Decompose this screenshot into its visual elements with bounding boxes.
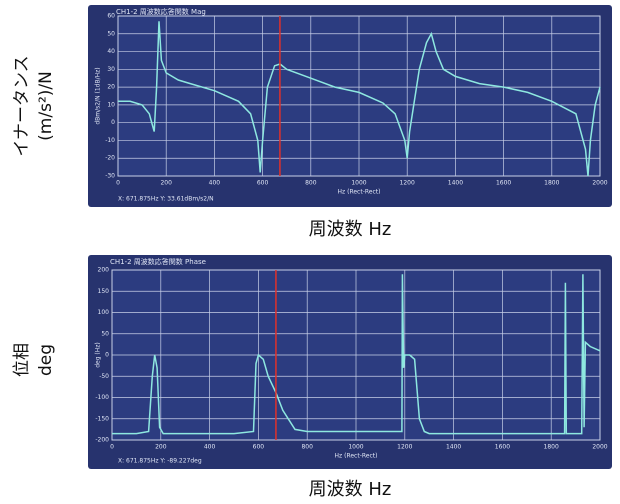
cursor-readout: X: 671.875Hz Y: -89.227deg: [118, 458, 202, 465]
y-tick-label: 20: [107, 84, 115, 91]
x-tick-label: 1800: [544, 180, 559, 187]
x-tick-label: 1200: [397, 444, 412, 451]
x-tick-label: 2000: [592, 180, 607, 187]
axis-label: Hz (Rect-Rect): [338, 189, 381, 196]
x-tick-label: 1200: [400, 180, 415, 187]
y-tick-label: -30: [105, 173, 115, 180]
axis-label: Hz (Rect-Rect): [335, 453, 378, 460]
y-tick-label: -200: [95, 437, 109, 444]
x-tick-label: 800: [305, 180, 317, 187]
chart-title: CH1-2 周波数応答関数 Mag: [116, 7, 206, 16]
x-tick-label: 1400: [446, 444, 461, 451]
x-tick-label: 400: [209, 180, 221, 187]
y-tick-label: 200: [98, 267, 110, 274]
x-tick-label: 0: [116, 180, 120, 187]
x-tick-label: 800: [301, 444, 313, 451]
y-tick-label: 10: [107, 101, 115, 108]
cursor-readout: X: 671.875Hz Y: 33.61dBm/s2/N: [118, 196, 214, 203]
y-tick-label: 150: [98, 288, 110, 295]
y-tick-label: 40: [107, 48, 115, 55]
axis-label: deg (Hz): [95, 342, 102, 368]
x-tick-label: 2000: [592, 444, 607, 451]
x-tick-label: 200: [160, 180, 172, 187]
x-tick-label: 0: [110, 444, 114, 451]
chart-title: CH1-2 周波数応答関数 Phase: [110, 257, 206, 266]
page: 0200400600800100012001400160018002000-30…: [0, 0, 620, 504]
axis-label: dBm/s2/N (1dB/Hz): [95, 67, 102, 124]
y-tick-label: -150: [95, 415, 109, 422]
y-tick-label: 0: [105, 352, 109, 359]
y-tick-label: 0: [111, 119, 115, 126]
x-tick-label: 1000: [351, 180, 366, 187]
y-tick-label: -10: [105, 137, 115, 144]
y-tick-label: 50: [101, 330, 109, 337]
outer-x-label: 周波数 Hz: [309, 219, 392, 240]
x-tick-label: 400: [204, 444, 216, 451]
y-tick-label: 100: [98, 309, 110, 316]
outer-y-label: イナータンス: [12, 55, 32, 156]
y-tick-label: -100: [95, 394, 109, 401]
x-tick-label: 1400: [448, 180, 463, 187]
x-tick-label: 600: [257, 180, 269, 187]
x-tick-label: 1600: [495, 444, 510, 451]
outer-y-label: deg: [36, 344, 56, 376]
x-tick-label: 1600: [496, 180, 511, 187]
y-tick-label: -50: [99, 373, 109, 380]
outer-y-label: 位相: [12, 343, 32, 377]
y-tick-label: 50: [107, 30, 115, 37]
y-tick-label: 30: [107, 66, 115, 73]
x-tick-label: 200: [155, 444, 167, 451]
y-tick-label: 60: [107, 13, 115, 20]
x-tick-label: 600: [253, 444, 265, 451]
x-tick-label: 1000: [348, 444, 363, 451]
outer-y-label: (m/s²)/N: [36, 71, 56, 141]
outer-x-label: 周波数 Hz: [309, 479, 392, 500]
y-tick-label: -20: [105, 155, 115, 162]
x-tick-label: 1800: [544, 444, 559, 451]
